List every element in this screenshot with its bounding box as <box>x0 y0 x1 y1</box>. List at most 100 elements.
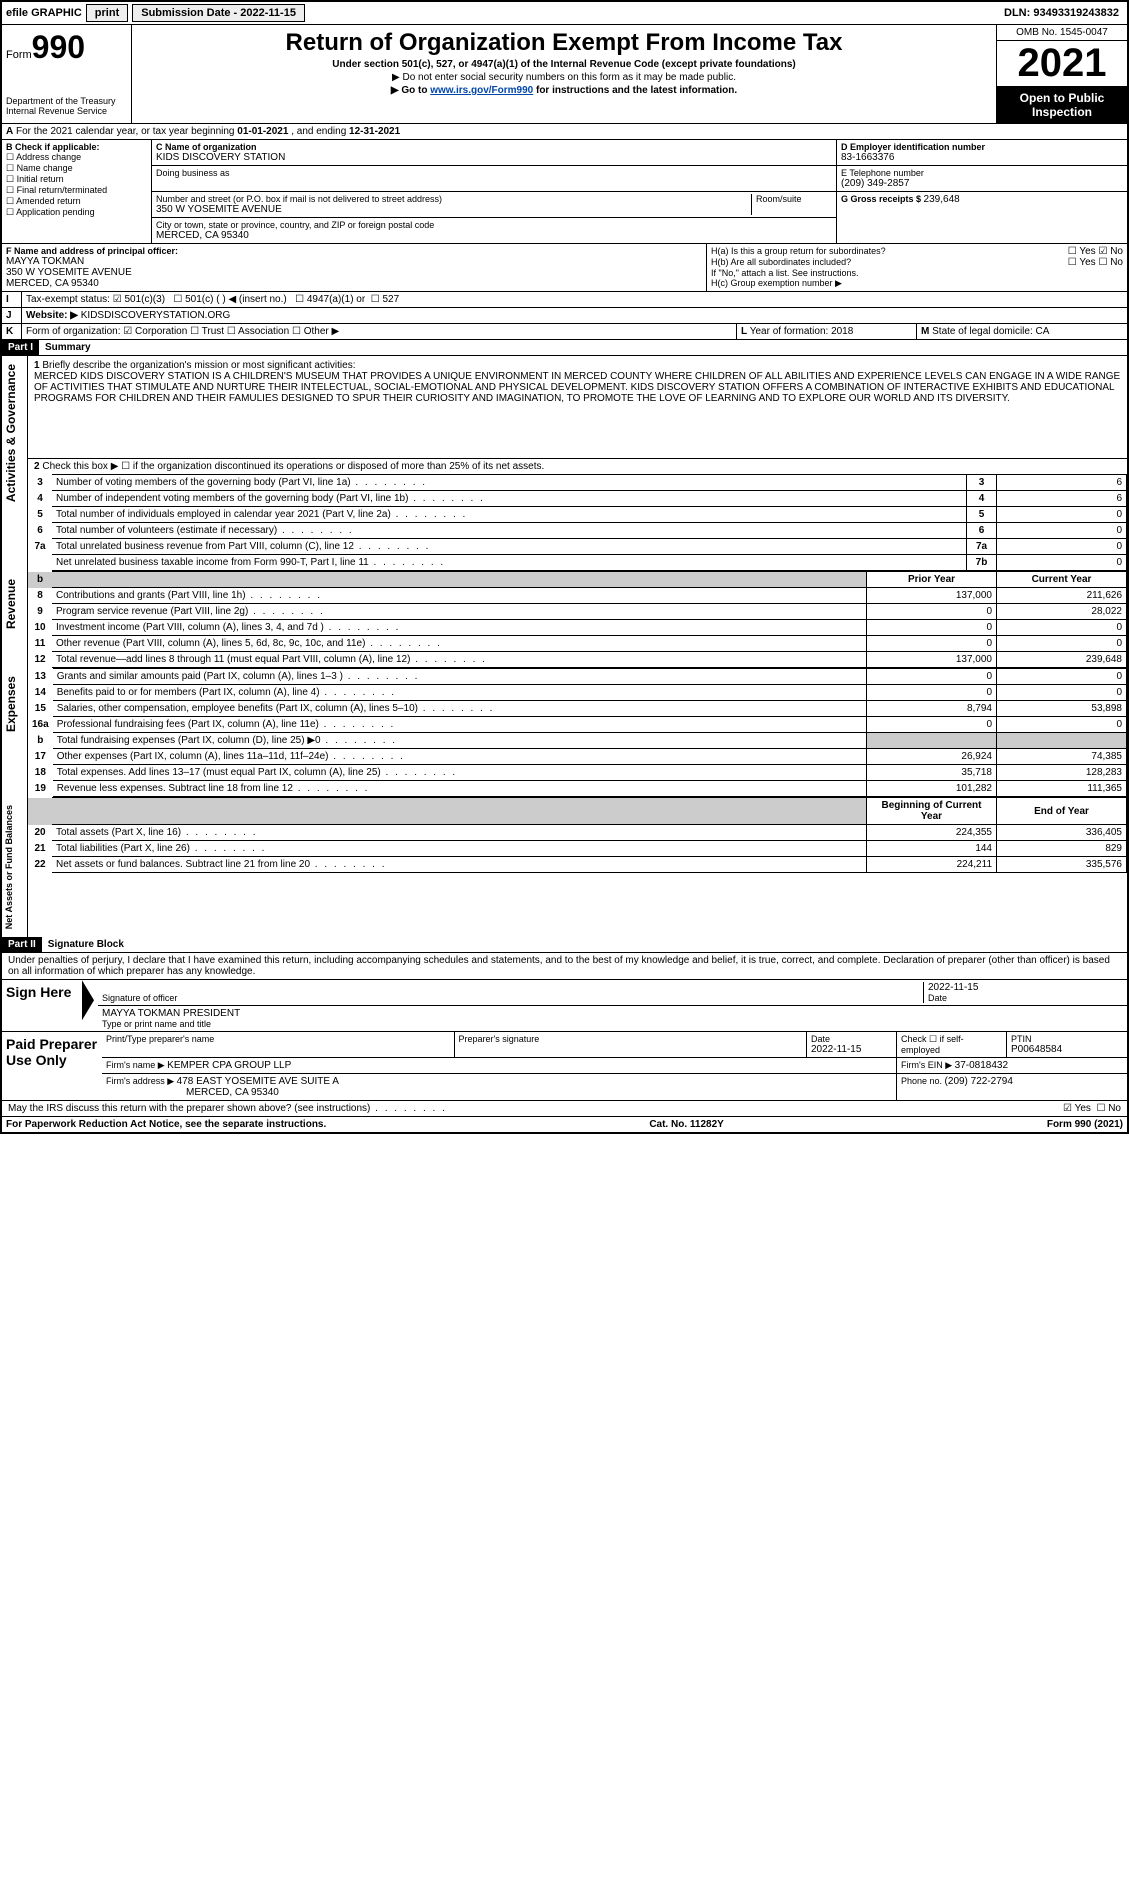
vside-exp: Expenses <box>2 668 20 740</box>
firm-ein: 37-0818432 <box>955 1060 1008 1071</box>
omb-number: OMB No. 1545-0047 <box>997 25 1127 41</box>
table-row: 14Benefits paid to or for members (Part … <box>28 685 1127 701</box>
table-row: 17Other expenses (Part IX, column (A), l… <box>28 749 1127 765</box>
table-row: 5Total number of individuals employed in… <box>28 507 1127 523</box>
current-year-hdr: Current Year <box>997 572 1127 588</box>
vside-na: Net Assets or Fund Balances <box>2 797 16 937</box>
city-label: City or town, state or province, country… <box>156 220 832 230</box>
chk-application-pending[interactable]: Application pending <box>6 207 147 218</box>
tax-year: 2021 <box>997 41 1127 87</box>
officer-label: F Name and address of principal officer: <box>6 246 702 256</box>
info-block: B Check if applicable: Address change Na… <box>2 140 1127 244</box>
table-row: 8Contributions and grants (Part VIII, li… <box>28 588 1127 604</box>
table-row: bTotal fundraising expenses (Part IX, co… <box>28 733 1127 749</box>
table-row: 15Salaries, other compensation, employee… <box>28 701 1127 717</box>
pra-notice: For Paperwork Reduction Act Notice, see … <box>6 1119 326 1130</box>
org-name: KIDS DISCOVERY STATION <box>156 152 832 163</box>
table-row: 16aProfessional fundraising fees (Part I… <box>28 717 1127 733</box>
hb-note: If "No," attach a list. See instructions… <box>711 268 1123 278</box>
table-row: 9Program service revenue (Part VIII, lin… <box>28 604 1127 620</box>
chk-address-change[interactable]: Address change <box>6 152 147 163</box>
subtitle-2: ▶ Do not enter social security numbers o… <box>140 72 988 83</box>
city: MERCED, CA 95340 <box>156 230 832 241</box>
chk-final-return[interactable]: Final return/terminated <box>6 185 147 196</box>
form-header: Form990 Department of the Treasury Inter… <box>2 25 1127 124</box>
check-self-employed[interactable]: Check ☐ if self-employed <box>897 1032 1007 1057</box>
vside-rev: Revenue <box>2 571 20 637</box>
form-number: Form990 <box>6 29 127 66</box>
date-label-2: Date <box>811 1034 892 1044</box>
table-row: 6Total number of volunteers (estimate if… <box>28 523 1127 539</box>
firm-addr2: MERCED, CA 95340 <box>106 1087 892 1098</box>
irs-label: Internal Revenue Service <box>6 106 127 116</box>
street-label: Number and street (or P.O. box if mail i… <box>156 194 747 204</box>
prior-year-hdr: Prior Year <box>867 572 997 588</box>
year-formation: 2018 <box>831 326 853 337</box>
discuss-no[interactable]: No <box>1096 1103 1121 1114</box>
chk-trust[interactable]: Trust <box>190 326 224 337</box>
print-button[interactable]: print <box>86 4 128 22</box>
block-b-label: B Check if applicable: <box>6 142 147 152</box>
firm-name: KEMPER CPA GROUP LLP <box>167 1060 291 1071</box>
page-footer: For Paperwork Reduction Act Notice, see … <box>2 1117 1127 1132</box>
prep-date: 2022-11-15 <box>811 1044 892 1055</box>
prep-sig-label: Preparer's signature <box>459 1034 803 1044</box>
officer-addr1: 350 W YOSEMITE AVENUE <box>6 267 702 278</box>
chk-corporation[interactable]: Corporation <box>123 326 187 337</box>
chk-4947[interactable]: 4947(a)(1) or <box>295 294 365 305</box>
org-name-label: C Name of organization <box>156 142 832 152</box>
subtitle-3: ▶ Go to www.irs.gov/Form990 for instruct… <box>140 85 988 96</box>
date-label: Date <box>928 993 1123 1003</box>
form-990-page: efile GRAPHIC print Submission Date - 20… <box>0 0 1129 1134</box>
hb-answer: Yes No <box>1068 257 1123 268</box>
chk-name-change[interactable]: Name change <box>6 163 147 174</box>
officer-addr2: MERCED, CA 95340 <box>6 278 702 289</box>
hb-label: H(b) Are all subordinates included? <box>711 257 851 268</box>
type-name-label: Type or print name and title <box>102 1019 1123 1029</box>
table-row: 19Revenue less expenses. Subtract line 1… <box>28 781 1127 797</box>
section-activities-governance: Activities & Governance 1 Briefly descri… <box>2 356 1127 571</box>
table-row: 3Number of voting members of the governi… <box>28 475 1127 491</box>
net-assets-table: Beginning of Current Year End of Year 20… <box>28 797 1127 873</box>
ptin-label: PTIN <box>1011 1034 1123 1044</box>
ein: 83-1663376 <box>841 152 1123 163</box>
chk-other[interactable]: Other ▶ <box>292 326 339 337</box>
table-row: 21Total liabilities (Part X, line 26)144… <box>28 841 1127 857</box>
form-ref: Form 990 (2021) <box>1047 1119 1123 1130</box>
row-k-l-m: K Form of organization: Corporation Trus… <box>2 324 1127 340</box>
gross-receipts: 239,648 <box>924 194 960 205</box>
telephone: (209) 349-2857 <box>841 178 1123 189</box>
mission-text: MERCED KIDS DISCOVERY STATION IS A CHILD… <box>34 371 1121 404</box>
vside-ag: Activities & Governance <box>2 356 20 510</box>
chk-initial-return[interactable]: Initial return <box>6 174 147 185</box>
prep-name-label: Print/Type preparer's name <box>106 1034 450 1044</box>
table-row: 4Number of independent voting members of… <box>28 491 1127 507</box>
discuss-yes[interactable]: Yes <box>1063 1103 1091 1114</box>
expenses-table: 13Grants and similar amounts paid (Part … <box>28 668 1127 797</box>
discuss-label: May the IRS discuss this return with the… <box>8 1103 447 1114</box>
form990-link[interactable]: www.irs.gov/Form990 <box>430 85 533 96</box>
officer-name: MAYYA TOKMAN <box>6 256 702 267</box>
dept-label: Department of the Treasury <box>6 96 127 106</box>
ha-label: H(a) Is this a group return for subordin… <box>711 246 886 257</box>
table-row: 12Total revenue—add lines 8 through 11 (… <box>28 652 1127 668</box>
chk-501c3[interactable]: 501(c)(3) <box>113 294 165 305</box>
ein-label: D Employer identification number <box>841 142 1123 152</box>
section-expenses: Expenses 13Grants and similar amounts pa… <box>2 668 1127 797</box>
table-row: 10Investment income (Part VIII, column (… <box>28 620 1127 636</box>
governance-table: 3Number of voting members of the governi… <box>28 474 1127 571</box>
signature-block: Under penalties of perjury, I declare th… <box>2 953 1127 1117</box>
chk-527[interactable]: 527 <box>371 294 399 305</box>
chk-amended-return[interactable]: Amended return <box>6 196 147 207</box>
table-row: 18Total expenses. Add lines 13–17 (must … <box>28 765 1127 781</box>
chk-association[interactable]: Association <box>227 326 289 337</box>
line2-label: Check this box ▶ ☐ if the organization d… <box>42 461 544 472</box>
revenue-table: b Prior Year Current Year 8Contributions… <box>28 571 1127 668</box>
row-j: J Website: ▶ KIDSDISCOVERYSTATION.ORG <box>2 308 1127 324</box>
section-revenue: Revenue b Prior Year Current Year 8Contr… <box>2 571 1127 668</box>
submission-date-button[interactable]: Submission Date - 2022-11-15 <box>132 4 305 22</box>
chk-501c[interactable]: 501(c) ( ) ◀ (insert no.) <box>173 294 286 305</box>
table-row: 20Total assets (Part X, line 16)224,3553… <box>28 825 1127 841</box>
paid-preparer-label: Paid Preparer Use Only <box>2 1032 102 1100</box>
declaration-text: Under penalties of perjury, I declare th… <box>2 953 1127 980</box>
